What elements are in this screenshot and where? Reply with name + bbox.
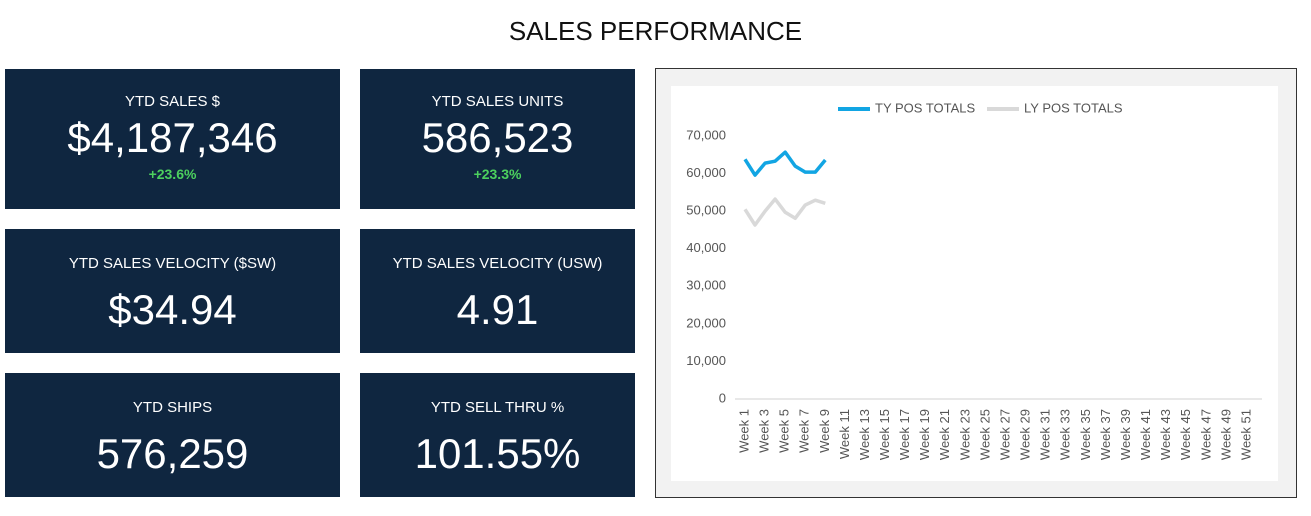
kpi-card: YTD SALES VELOCITY (USW) 4.91 <box>360 229 635 353</box>
x-tick-label: Week 3 <box>757 409 772 453</box>
y-tick-label: 40,000 <box>686 240 726 255</box>
x-tick-label: Week 35 <box>1078 409 1093 460</box>
y-tick-label: 60,000 <box>686 165 726 180</box>
kpi-card: YTD SHIPS 576,259 <box>5 373 340 497</box>
kpi-card: YTD SALES VELOCITY ($SW) $34.94 <box>5 229 340 353</box>
kpi-value: $34.94 <box>108 286 237 333</box>
x-tick-label: Week 33 <box>1058 409 1073 460</box>
page-title: SALES PERFORMANCE <box>508 16 803 46</box>
y-tick-label: 20,000 <box>686 315 726 330</box>
series-line <box>743 150 827 177</box>
kpi-card: YTD SELL THRU % 101.55% <box>360 373 635 497</box>
kpi-value: 101.55% <box>414 430 581 477</box>
x-tick-label: Week 5 <box>777 409 792 453</box>
x-tick-label: Week 25 <box>977 409 992 460</box>
kpi-value: $4,187,346 <box>67 114 278 161</box>
x-tick-label: Week 49 <box>1218 409 1233 460</box>
plot-area <box>671 86 1278 481</box>
x-tick-label: Week 41 <box>1138 409 1153 460</box>
kpi-label: YTD SHIPS <box>132 399 213 416</box>
kpi-label: YTD SELL THRU % <box>430 399 565 416</box>
x-tick-label: Week 17 <box>897 409 912 460</box>
kpi-label: YTD SALES $ <box>124 93 221 110</box>
x-tick-label: Week 37 <box>1098 409 1113 460</box>
legend-label: LY POS TOTALS <box>1024 100 1123 115</box>
x-tick-label: Week 51 <box>1238 409 1253 460</box>
kpi-value: 586,523 <box>421 114 574 161</box>
x-tick-label: Week 27 <box>997 409 1012 460</box>
x-tick-label: Week 1 <box>736 409 751 453</box>
kpi-value: 576,259 <box>96 430 249 477</box>
kpi-card: YTD SALES $ $4,187,346 +23.6% <box>5 69 340 209</box>
kpi-card: YTD SALES UNITS 586,523 +23.3% <box>360 69 635 209</box>
x-tick-label: Week 7 <box>797 409 812 453</box>
x-tick-label: Week 43 <box>1158 409 1173 460</box>
x-tick-label: Week 19 <box>917 409 932 460</box>
kpi-label: YTD SALES VELOCITY ($SW) <box>68 255 277 272</box>
y-tick-label: 30,000 <box>686 278 726 293</box>
series-line <box>743 197 826 227</box>
y-tick-label: 10,000 <box>686 353 726 368</box>
x-tick-label: Week 39 <box>1118 409 1133 460</box>
x-tick-label: Week 29 <box>1018 409 1033 460</box>
x-tick-label: Week 21 <box>937 409 952 460</box>
x-tick-label: Week 23 <box>957 409 972 460</box>
kpi-change: +23.3% <box>473 166 522 182</box>
chart: 0 10,000 20,000 30,000 40,000 50,000 60,000 70,… <box>655 68 1297 498</box>
x-tick-label: Week 9 <box>817 409 832 453</box>
y-tick-label: 50,000 <box>686 203 726 218</box>
kpi-label: YTD SALES UNITS <box>431 93 564 110</box>
x-tick-label: Week 15 <box>877 409 892 460</box>
y-tick-label: 70,000 <box>686 127 726 142</box>
x-tick-label: Week 47 <box>1198 409 1213 460</box>
kpi-value: 4.91 <box>456 286 539 333</box>
legend-label: TY POS TOTALS <box>875 100 976 115</box>
y-tick-label: 0 <box>719 390 726 405</box>
x-tick-label: Week 45 <box>1178 409 1193 460</box>
x-tick-label: Week 11 <box>837 409 852 459</box>
kpi-label: YTD SALES VELOCITY (USW) <box>392 255 603 272</box>
x-tick-label: Week 31 <box>1038 409 1053 460</box>
x-tick-label: Week 13 <box>857 409 872 460</box>
kpi-change: +23.6% <box>148 166 197 182</box>
